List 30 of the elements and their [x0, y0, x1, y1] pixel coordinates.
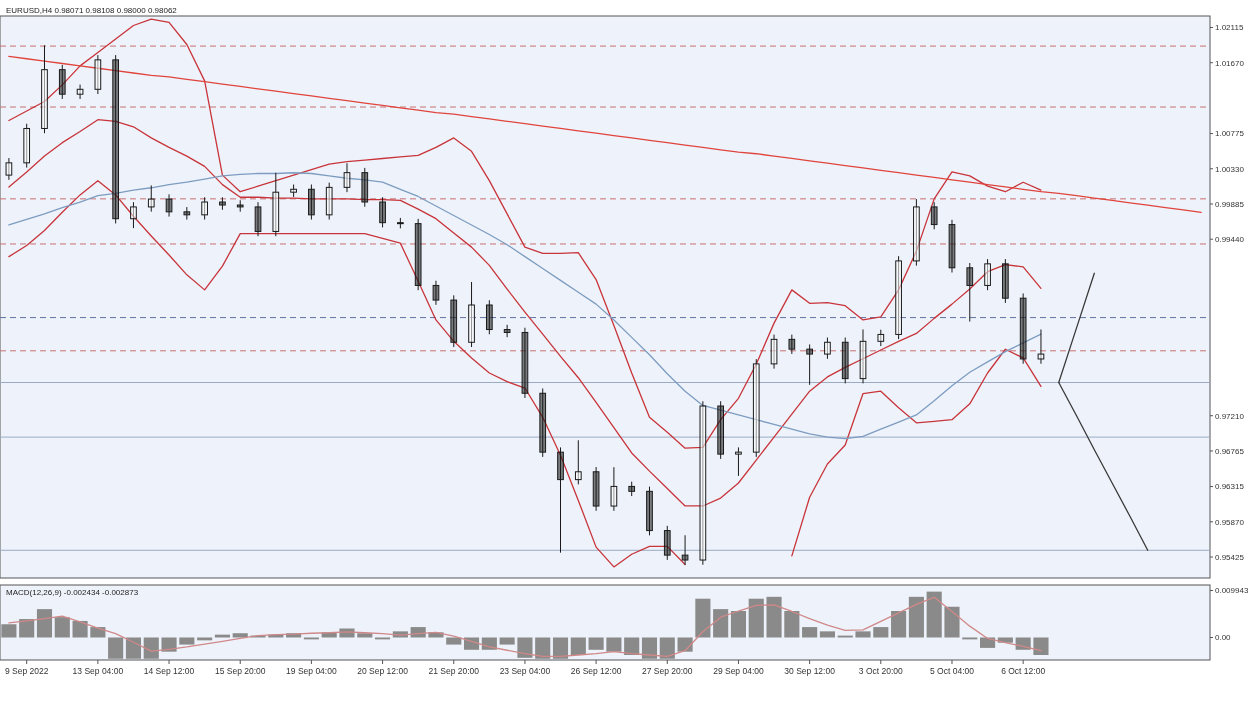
x-tick-label: 5 Oct 04:00 [930, 666, 975, 676]
x-tick-label: 27 Sep 20:00 [641, 666, 693, 676]
chart-title: EURUSD,H4 0.98071 0.98108 0.98000 0.98062 [6, 6, 178, 15]
y-tick-label: 0.96315 [1215, 482, 1245, 492]
x-tick-label: 3 Oct 20:00 [858, 666, 904, 676]
x-tick-label: 29 Sep 04:00 [713, 666, 765, 676]
y-tick-label: 0.95425 [1215, 552, 1245, 562]
y-tick-label: 0.009943 [1215, 586, 1249, 596]
x-tick-label: 6 Oct 12:00 [1001, 666, 1046, 676]
x-tick-label: 30 Sep 12:00 [784, 666, 836, 676]
x-tick-label: 14 Sep 12:00 [143, 666, 195, 676]
y-tick-label: 1.00330 [1215, 164, 1245, 174]
x-tick-label: 15 Sep 20:00 [214, 666, 266, 676]
x-tick-label: 13 Sep 04:00 [72, 666, 124, 676]
y-tick-label: 0.00 [1215, 633, 1232, 643]
y-tick-label: 0.97210 [1215, 411, 1245, 421]
y-tick-label: 0.96765 [1215, 446, 1245, 456]
x-tick-label: 21 Sep 20:00 [428, 666, 480, 676]
y-tick-label: 1.02115 [1215, 23, 1244, 33]
y-tick-label: 0.95870 [1215, 517, 1245, 527]
y-tick-label: 1.00775 [1215, 129, 1245, 139]
x-tick-label: 23 Sep 04:00 [499, 666, 551, 676]
y-tick-label: 0.99440 [1215, 235, 1245, 245]
y-tick-label: 1.01670 [1215, 58, 1245, 68]
x-tick-label: 9 Sep 2022 [4, 666, 49, 676]
x-tick-label: 20 Sep 12:00 [357, 666, 409, 676]
chart-title: MACD(12,26,9) -0.002434 -0.002873 [6, 588, 139, 597]
y-tick-label: 0.99885 [1215, 199, 1245, 209]
x-tick-label: 19 Sep 04:00 [286, 666, 337, 676]
x-tick-label: 26 Sep 12:00 [570, 666, 622, 676]
